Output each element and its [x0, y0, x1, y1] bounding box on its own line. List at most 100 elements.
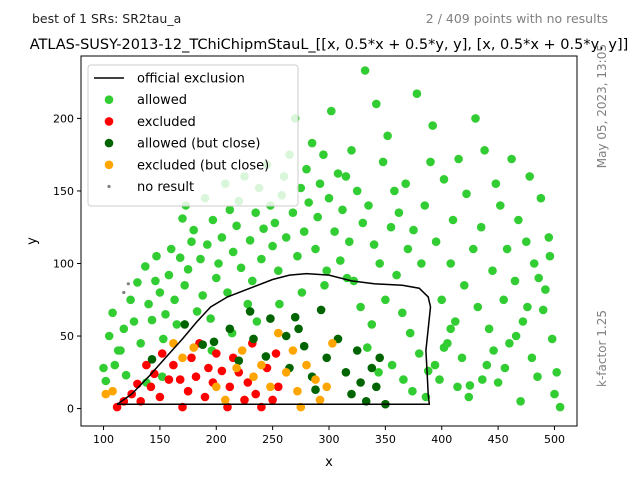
point-allowed	[183, 265, 193, 274]
point-allowed	[478, 375, 487, 384]
point-excluded-close	[328, 339, 337, 348]
point-allowed	[208, 215, 218, 225]
legend-label-allowed-close: allowed (but close)	[137, 137, 261, 152]
point-allowed	[533, 372, 542, 382]
point-allowed	[324, 193, 334, 203]
point-allowed	[101, 376, 111, 386]
point-allowed	[374, 368, 383, 377]
point-allowed	[189, 225, 198, 235]
legend-swatch-allowed-close	[104, 138, 114, 148]
point-allowed	[333, 169, 343, 178]
point-allowed	[446, 324, 456, 334]
point-allowed	[172, 320, 182, 329]
point-allowed	[251, 208, 260, 217]
point-allowed	[180, 281, 189, 290]
point-allowed	[454, 154, 463, 164]
point-allowed	[327, 106, 336, 116]
official-exclusion-layer	[116, 272, 432, 405]
point-allowed	[187, 237, 196, 246]
point-allowed	[482, 360, 492, 370]
point-excluded	[157, 349, 167, 358]
point-allowed	[462, 189, 471, 199]
point-allowed-close	[234, 356, 244, 366]
point-allowed	[99, 363, 108, 373]
x-tick-label: 450	[488, 433, 509, 446]
point-excluded-close	[189, 343, 198, 352]
point-allowed-close	[341, 368, 351, 377]
legend-swatch-allowed	[104, 95, 114, 104]
legend-swatch-excluded	[104, 117, 114, 126]
point-excluded	[268, 395, 277, 405]
point-excluded-close	[169, 339, 178, 348]
point-allowed	[439, 175, 449, 184]
point-allowed-close	[352, 346, 362, 355]
point-allowed	[206, 314, 215, 323]
point-allowed	[217, 233, 227, 242]
point-allowed	[352, 186, 362, 196]
point-excluded-close	[302, 360, 311, 370]
point-excluded-close	[274, 328, 283, 338]
point-allowed	[378, 157, 388, 167]
point-excluded	[251, 389, 260, 399]
chart-title: ATLAS-SUSY-2013-12_TChiChipmStauL_[[x, 0…	[30, 37, 629, 53]
point-allowed	[381, 295, 390, 305]
point-allowed	[547, 334, 557, 344]
point-allowed	[375, 259, 385, 268]
point-allowed	[252, 317, 262, 326]
point-excluded	[169, 360, 178, 370]
point-allowed	[223, 288, 232, 297]
point-allowed	[313, 212, 323, 222]
y-tick-label: 200	[53, 112, 74, 125]
point-allowed	[311, 244, 320, 254]
point-allowed	[403, 244, 413, 254]
point-allowed	[360, 66, 370, 75]
point-allowed	[488, 266, 497, 276]
point-allowed	[469, 244, 478, 254]
point-allowed	[236, 263, 246, 273]
point-allowed-close	[209, 337, 219, 347]
point-allowed-close	[375, 353, 385, 363]
point-allowed	[157, 372, 167, 382]
point-allowed	[460, 281, 469, 290]
point-allowed	[387, 360, 397, 370]
point-allowed	[541, 285, 550, 294]
point-allowed	[390, 186, 399, 196]
point-allowed	[529, 259, 539, 268]
point-allowed	[431, 237, 441, 246]
legend-box	[87, 64, 299, 207]
point-allowed	[296, 183, 306, 193]
point-allowed	[307, 138, 317, 148]
point-excluded	[191, 372, 201, 382]
point-allowed	[147, 315, 157, 325]
point-excluded	[212, 349, 221, 358]
point-excluded-close	[311, 375, 320, 384]
point-allowed	[268, 241, 277, 251]
x-tick-label: 300	[319, 433, 340, 446]
point-excluded-close	[249, 372, 258, 382]
point-allowed	[338, 205, 347, 215]
data-points	[99, 66, 565, 412]
point-allowed	[110, 360, 120, 370]
point-allowed	[507, 154, 516, 164]
point-allowed	[451, 317, 460, 326]
y-tick-label: 150	[53, 185, 74, 198]
point-allowed	[453, 382, 462, 392]
point-allowed	[364, 201, 373, 210]
point-allowed	[430, 360, 440, 370]
x-axis-label: x	[325, 455, 333, 470]
point-allowed	[155, 288, 165, 297]
point-allowed	[538, 305, 548, 315]
point-allowed-close	[225, 324, 235, 334]
point-allowed	[299, 227, 309, 236]
point-allowed	[473, 302, 483, 312]
point-allowed	[228, 247, 238, 257]
point-allowed	[178, 214, 187, 223]
point-allowed	[408, 386, 417, 396]
point-allowed	[502, 244, 512, 254]
point-allowed	[341, 172, 351, 181]
legend: official exclusion allowed excluded allowed…	[87, 64, 299, 207]
point-allowed	[412, 89, 422, 98]
point-excluded-close	[322, 382, 332, 392]
point-allowed	[471, 114, 480, 123]
point-allowed	[499, 295, 509, 305]
